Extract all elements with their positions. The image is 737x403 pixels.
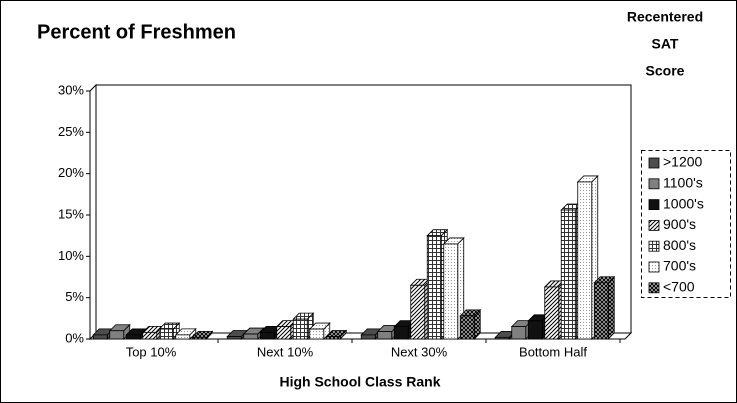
- x-tick-label: Next 30%: [391, 344, 448, 359]
- legend-swatch: [648, 219, 660, 231]
- legend-label: >1200: [663, 154, 703, 170]
- bar: [175, 334, 191, 340]
- y-tick-label: 20%: [58, 165, 84, 180]
- x-axis-label: High School Class Rank: [279, 374, 440, 390]
- bar: [158, 328, 174, 340]
- bar: [142, 331, 158, 340]
- legend-swatch: [648, 199, 660, 211]
- chart-title: Percent of Freshmen: [37, 21, 236, 43]
- legend-label: 700's: [663, 258, 696, 274]
- legend-swatch: [648, 157, 660, 169]
- bar: [309, 328, 325, 340]
- bar: [459, 315, 475, 340]
- legend-swatch: [648, 178, 660, 190]
- bar: [226, 336, 242, 340]
- legend-title: SAT: [652, 36, 679, 52]
- bar: [511, 326, 527, 340]
- legend-label: <700: [663, 279, 695, 295]
- bar: [276, 326, 292, 340]
- bar: [325, 336, 341, 340]
- bar: [593, 282, 609, 340]
- bar: [259, 331, 275, 340]
- y-tick-label: 0%: [65, 330, 84, 345]
- bar: [393, 326, 409, 340]
- bar: [494, 336, 510, 340]
- bar-side: [607, 275, 615, 340]
- bar: [443, 243, 459, 340]
- legend-label: 1100's: [663, 175, 703, 191]
- legend-swatch: [648, 240, 660, 252]
- bar: [191, 336, 207, 340]
- bar: [360, 334, 376, 340]
- legend-swatch: [648, 282, 660, 294]
- y-tick-label: 10%: [58, 248, 84, 263]
- y-tick-label: 25%: [58, 124, 84, 139]
- x-tick-label: Next 10%: [257, 344, 314, 359]
- bar: [92, 334, 108, 340]
- y-tick-label: 30%: [58, 82, 84, 97]
- bar: [125, 334, 141, 340]
- x-tick-label: Bottom Half: [519, 344, 587, 359]
- legend-title: Recentered: [627, 9, 703, 25]
- legend-label: 800's: [663, 237, 696, 253]
- bar: [377, 331, 393, 340]
- bar: [243, 333, 259, 340]
- legend-label: 1000's: [663, 195, 704, 211]
- bar: [577, 181, 593, 340]
- legend-title: Score: [646, 63, 685, 79]
- bar: [410, 284, 426, 340]
- bar: [560, 209, 576, 340]
- legend-label: 900's: [663, 216, 696, 232]
- bar: [426, 235, 442, 340]
- bar: [109, 330, 125, 340]
- bar: [292, 318, 308, 340]
- bar: [527, 320, 543, 340]
- side-wall: [89, 83, 97, 341]
- bar: [544, 286, 560, 340]
- legend-swatch: [648, 261, 660, 273]
- y-tick-label: 15%: [58, 206, 84, 221]
- x-tick-label: Top 10%: [126, 344, 177, 359]
- y-tick-label: 5%: [65, 289, 84, 304]
